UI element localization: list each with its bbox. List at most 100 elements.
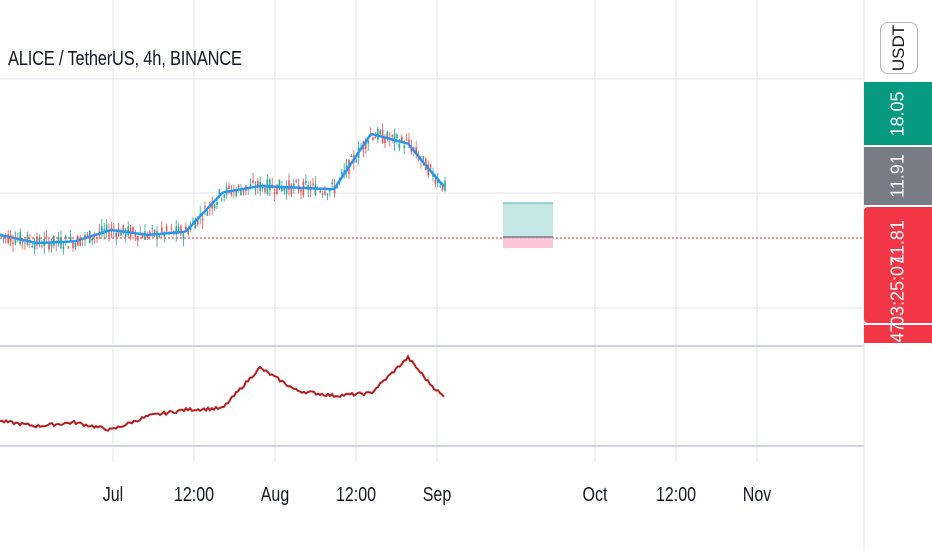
candle-body-86 (206, 211, 209, 216)
candle-body-63 (151, 227, 153, 229)
lower-price-badge: 10.47 (864, 325, 932, 343)
x-label-sep: Sep (422, 484, 452, 506)
candle-body-166 (398, 143, 401, 149)
candle-body-77 (185, 226, 187, 230)
candle-body-167 (401, 136, 403, 141)
candle-body-74 (177, 226, 180, 233)
x-label-noon-3: 12:00 (655, 484, 697, 506)
candle-body-10 (24, 242, 26, 244)
chart-grid (0, 0, 864, 462)
candle-body-153 (367, 140, 369, 144)
candle-body-163 (391, 135, 393, 137)
candle-body-82 (197, 216, 199, 225)
candle-body-168 (403, 145, 405, 148)
candle-body-66 (158, 236, 161, 238)
candle-body-95 (228, 185, 230, 189)
candle-body-116 (278, 179, 281, 190)
candle-body-158 (379, 130, 381, 134)
candle-body-15 (36, 236, 38, 246)
candle-body-146 (350, 156, 353, 158)
candle-body-16 (38, 237, 41, 244)
candle-body-105 (252, 180, 254, 183)
x-label-jul: Jul (102, 484, 124, 506)
candle-body-90 (216, 201, 218, 205)
candle-body-29 (69, 236, 72, 242)
candle-body-122 (293, 183, 295, 188)
candle-body-143 (343, 170, 345, 173)
candle-body-161 (386, 131, 389, 140)
currency-button[interactable]: USDT (880, 22, 918, 74)
candle-body-76 (182, 234, 185, 239)
candle-body-75 (180, 226, 182, 235)
candle-body-49 (117, 228, 120, 237)
candle-body-160 (384, 138, 386, 144)
position-loss-zone[interactable] (503, 237, 553, 248)
candle-body-176 (422, 156, 425, 160)
candle-body-185 (444, 180, 446, 191)
candle-body-35 (84, 234, 86, 239)
candle-body-55 (132, 227, 134, 232)
candle-body-33 (79, 237, 81, 246)
candle-body-152 (365, 139, 367, 149)
candle-body-114 (273, 192, 276, 194)
chart-title: ALICE / TetherUS, 4h, BINANCE (8, 48, 242, 70)
candle-body-78 (187, 229, 189, 234)
candle-body-20 (48, 241, 50, 250)
candle-body-21 (50, 243, 53, 247)
candle-body-84 (201, 218, 204, 221)
candle-body-99 (237, 185, 240, 187)
candle-body-121 (290, 184, 293, 195)
candle-body-96 (230, 191, 233, 195)
candle-body-120 (288, 180, 290, 191)
candle-body-134 (321, 193, 324, 195)
candle-body-71 (170, 228, 173, 230)
candle-body-56 (134, 233, 137, 237)
candle-body-61 (146, 234, 149, 239)
candle-body-45 (108, 231, 110, 237)
candle-body-44 (105, 224, 108, 231)
currency-label: USDT (889, 24, 908, 72)
candle-body-100 (240, 189, 242, 196)
candle-body-93 (223, 194, 225, 198)
price-candles (0, 123, 446, 255)
candle-body-165 (396, 134, 398, 139)
candle-body-101 (242, 190, 245, 193)
candle-body-133 (319, 190, 321, 193)
candle-body-169 (405, 139, 408, 141)
candle-body-106 (254, 188, 257, 190)
candle-body-6 (14, 239, 17, 244)
candle-body-73 (175, 226, 177, 235)
candle-body-179 (429, 164, 432, 168)
candle-body-142 (341, 172, 343, 175)
candle-body-13 (31, 246, 33, 248)
candle-body-28 (67, 246, 69, 249)
candle-body-89 (213, 204, 216, 209)
candle-body-110 (264, 187, 266, 193)
candle-body-42 (101, 226, 103, 234)
candle-body-125 (300, 189, 302, 192)
candle-body-4 (9, 234, 12, 243)
candle-body-135 (324, 191, 326, 195)
candle-body-62 (149, 231, 151, 235)
indicator-line (0, 354, 445, 432)
candle-body-107 (257, 180, 259, 188)
candle-body-148 (355, 160, 357, 162)
candle-body-88 (211, 202, 213, 209)
candle-body-164 (393, 133, 396, 144)
x-label-oct: Oct (582, 484, 608, 506)
position-profit-zone[interactable] (503, 203, 553, 237)
candle-body-112 (269, 179, 271, 191)
candle-body-43 (103, 229, 105, 233)
previous-price-value: 11.91 (887, 154, 908, 198)
candle-body-59 (141, 235, 144, 239)
candle-body-19 (45, 236, 48, 238)
previous-price-badge: 11.91 (864, 147, 932, 205)
candle-body-80 (192, 221, 194, 223)
candle-body-14 (33, 243, 36, 250)
candle-body-53 (127, 226, 129, 236)
candle-body-115 (276, 184, 278, 194)
candle-body-119 (285, 186, 288, 195)
candle-body-156 (374, 136, 377, 139)
candle-body-81 (194, 221, 197, 229)
